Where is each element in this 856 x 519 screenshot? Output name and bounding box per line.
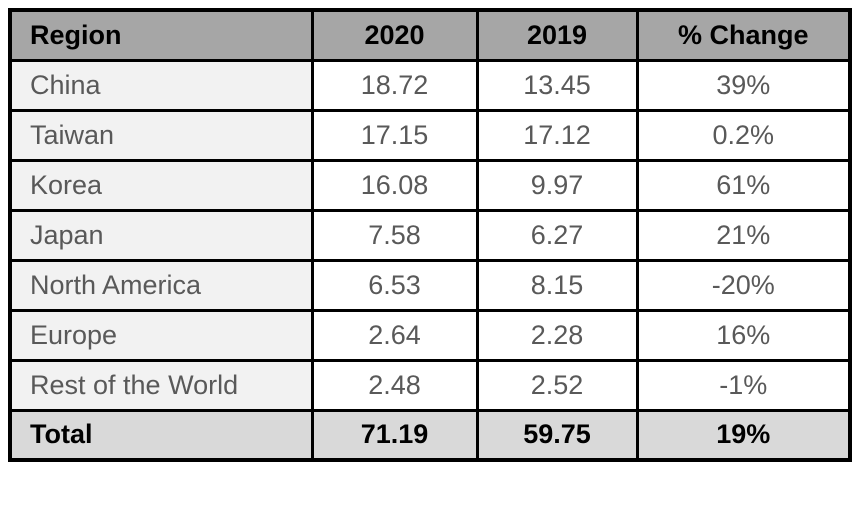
value-2019-cell: 8.15 — [475, 258, 639, 312]
value-2020-cell: 16.08 — [310, 158, 479, 212]
total-label-cell: Total — [8, 408, 314, 462]
total-2020-cell: 71.19 — [310, 408, 479, 462]
value-2020-cell: 18.72 — [310, 58, 479, 112]
value-2019-cell: 6.27 — [475, 208, 639, 262]
value-2020-cell: 2.48 — [310, 358, 479, 412]
change-cell: 21% — [635, 208, 852, 262]
regions-data-table: Region 2020 2019 % Change China 18.72 13… — [8, 8, 852, 462]
change-cell: 39% — [635, 58, 852, 112]
value-2020-cell: 7.58 — [310, 208, 479, 262]
change-cell: -20% — [635, 258, 852, 312]
header-cell-2019: 2019 — [475, 8, 639, 62]
value-2019-cell: 2.28 — [475, 308, 639, 362]
change-cell: 0.2% — [635, 108, 852, 162]
header-cell-region: Region — [8, 8, 314, 62]
total-2019-cell: 59.75 — [475, 408, 639, 462]
change-cell: 16% — [635, 308, 852, 362]
region-cell: Japan — [8, 208, 314, 262]
table-container: Region 2020 2019 % Change China 18.72 13… — [8, 8, 852, 462]
region-cell: Taiwan — [8, 108, 314, 162]
region-cell: Korea — [8, 158, 314, 212]
table-row-north-america: North America 6.53 8.15 -20% — [8, 258, 852, 312]
region-cell: Europe — [8, 308, 314, 362]
table-row-china: China 18.72 13.45 39% — [8, 58, 852, 112]
value-2019-cell: 9.97 — [475, 158, 639, 212]
value-2019-cell: 17.12 — [475, 108, 639, 162]
value-2019-cell: 13.45 — [475, 58, 639, 112]
value-2020-cell: 17.15 — [310, 108, 479, 162]
change-cell: 61% — [635, 158, 852, 212]
region-cell: China — [8, 58, 314, 112]
value-2020-cell: 2.64 — [310, 308, 479, 362]
total-change-cell: 19% — [635, 408, 852, 462]
region-cell: Rest of the World — [8, 358, 314, 412]
header-cell-2020: 2020 — [310, 8, 479, 62]
header-row: Region 2020 2019 % Change — [8, 8, 852, 62]
table-row-europe: Europe 2.64 2.28 16% — [8, 308, 852, 362]
value-2020-cell: 6.53 — [310, 258, 479, 312]
table-row-korea: Korea 16.08 9.97 61% — [8, 158, 852, 212]
value-2019-cell: 2.52 — [475, 358, 639, 412]
change-cell: -1% — [635, 358, 852, 412]
table-row-total: Total 71.19 59.75 19% — [8, 408, 852, 462]
header-cell-change: % Change — [635, 8, 852, 62]
table-row-rest-of-world: Rest of the World 2.48 2.52 -1% — [8, 358, 852, 412]
table-row-taiwan: Taiwan 17.15 17.12 0.2% — [8, 108, 852, 162]
region-cell: North America — [8, 258, 314, 312]
table-row-japan: Japan 7.58 6.27 21% — [8, 208, 852, 262]
